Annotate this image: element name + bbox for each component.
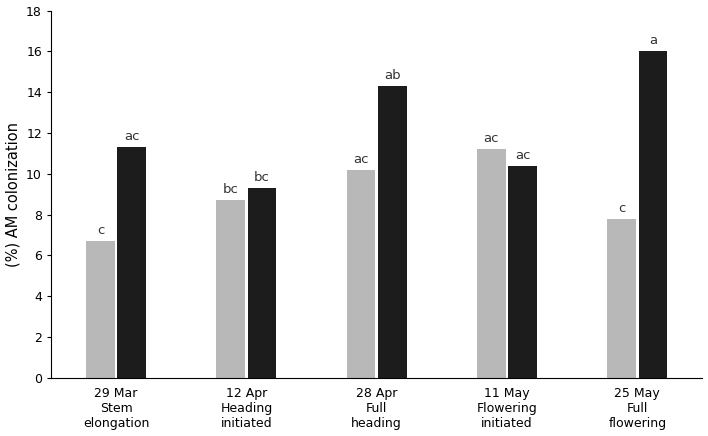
Text: a: a: [649, 34, 657, 47]
Text: ac: ac: [484, 132, 499, 145]
Text: ac: ac: [515, 149, 530, 161]
Bar: [347, 170, 375, 378]
Text: ac: ac: [353, 153, 369, 166]
Text: c: c: [618, 201, 625, 215]
Bar: [508, 166, 537, 378]
Bar: [118, 147, 146, 378]
Bar: [248, 188, 276, 378]
Bar: [639, 51, 667, 378]
Text: ac: ac: [124, 130, 139, 143]
Text: ab: ab: [384, 69, 401, 82]
Text: bc: bc: [223, 183, 239, 196]
Bar: [378, 86, 406, 378]
Y-axis label: (%) AM colonization: (%) AM colonization: [6, 122, 21, 267]
Text: c: c: [97, 224, 104, 237]
Bar: [86, 241, 115, 378]
Text: bc: bc: [254, 171, 270, 184]
Bar: [477, 149, 506, 378]
Bar: [607, 218, 636, 378]
Bar: [217, 200, 245, 378]
